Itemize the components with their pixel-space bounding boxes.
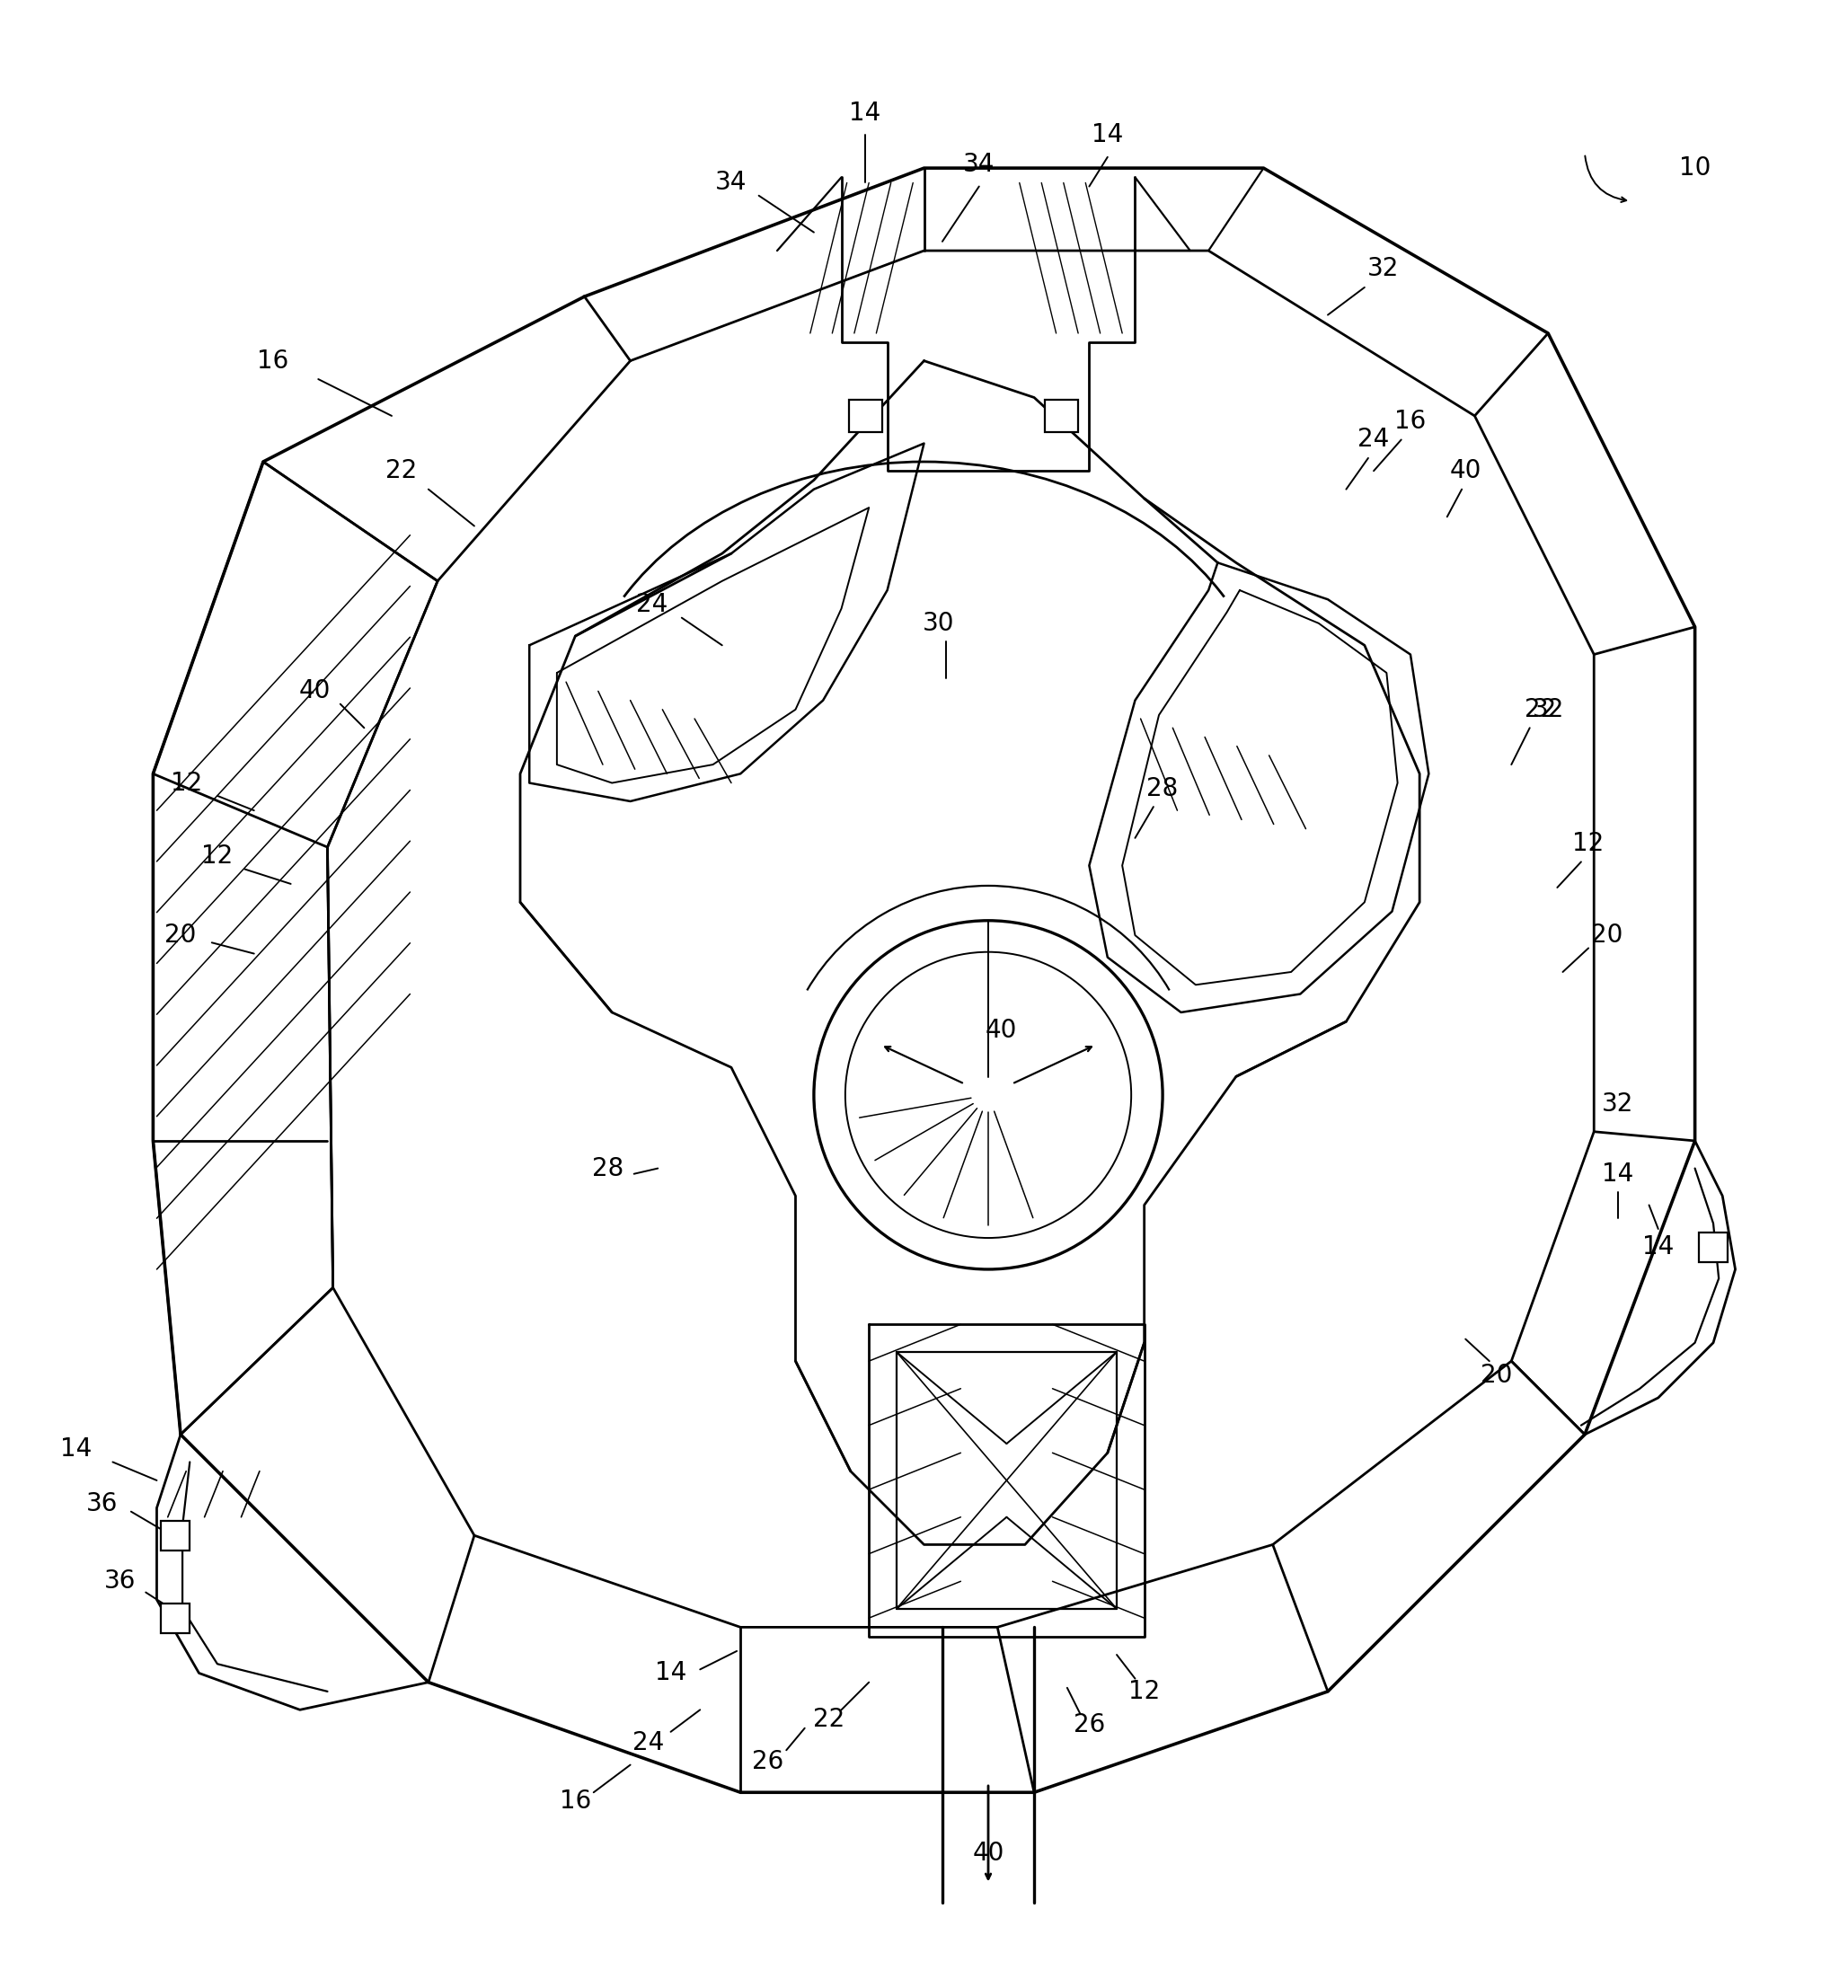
- Text: 22: 22: [1525, 698, 1556, 722]
- Text: 16: 16: [257, 348, 288, 374]
- Text: 22: 22: [384, 459, 416, 483]
- Text: 36: 36: [85, 1491, 118, 1517]
- Text: 34: 34: [715, 171, 747, 195]
- Text: 10: 10: [1680, 155, 1711, 181]
- Bar: [1046, 400, 1077, 431]
- Text: 32: 32: [1368, 256, 1399, 282]
- Text: 36: 36: [103, 1569, 137, 1594]
- Text: 24: 24: [636, 592, 669, 618]
- Text: 26: 26: [752, 1749, 784, 1773]
- Text: 20: 20: [1480, 1364, 1512, 1388]
- Text: 22: 22: [813, 1706, 845, 1732]
- Text: 12: 12: [170, 771, 201, 795]
- Text: 20: 20: [1591, 922, 1623, 948]
- Text: 26: 26: [1074, 1712, 1105, 1738]
- Text: 28: 28: [593, 1155, 625, 1181]
- Text: 40: 40: [985, 1018, 1016, 1044]
- Text: 12: 12: [201, 843, 233, 869]
- Text: 24: 24: [632, 1730, 665, 1755]
- Text: 24: 24: [1358, 427, 1390, 453]
- Text: 16: 16: [1395, 410, 1427, 433]
- Bar: [161, 1604, 190, 1632]
- Text: 14: 14: [1643, 1235, 1674, 1260]
- Text: 14: 14: [61, 1437, 92, 1461]
- Text: 14: 14: [850, 101, 881, 125]
- Text: 14: 14: [654, 1660, 687, 1686]
- Text: 16: 16: [560, 1789, 591, 1815]
- Text: 32: 32: [1602, 1091, 1634, 1117]
- Text: 32: 32: [1532, 698, 1563, 722]
- Text: 14: 14: [1092, 123, 1124, 147]
- Text: 30: 30: [922, 610, 955, 636]
- Bar: [848, 400, 881, 431]
- Text: 40: 40: [1449, 459, 1482, 483]
- Text: 12: 12: [1129, 1680, 1161, 1704]
- Text: 12: 12: [1573, 831, 1604, 857]
- Bar: [161, 1521, 190, 1551]
- Bar: [1698, 1233, 1728, 1262]
- Text: 34: 34: [963, 151, 994, 177]
- Text: 28: 28: [1148, 775, 1179, 801]
- Text: 20: 20: [164, 922, 196, 948]
- Text: 14: 14: [1602, 1161, 1634, 1187]
- Text: 40: 40: [972, 1841, 1003, 1865]
- Text: 40: 40: [299, 678, 331, 704]
